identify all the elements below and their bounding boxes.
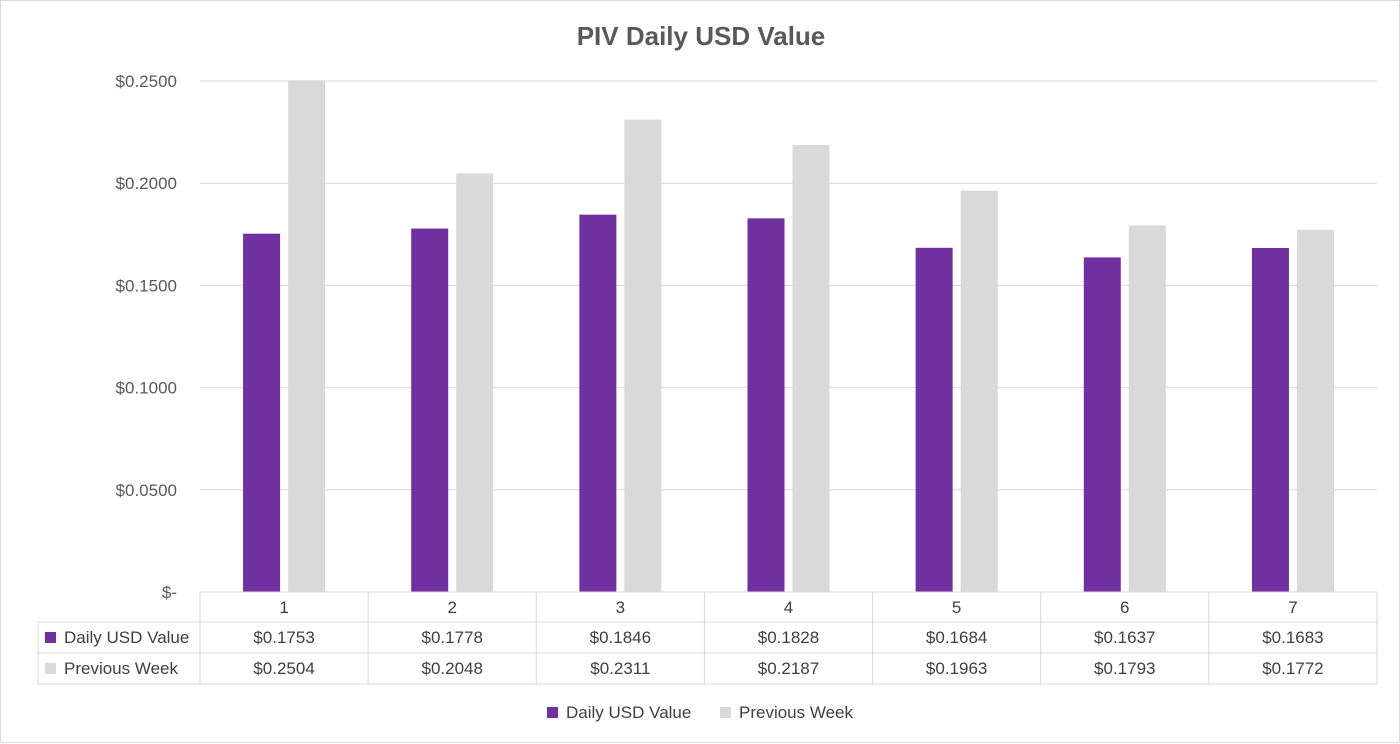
table-legend-key xyxy=(45,663,56,674)
bar-daily-usd-value xyxy=(243,233,281,592)
x-category-label: 4 xyxy=(784,598,793,617)
table-series-name: Daily USD Value xyxy=(64,628,189,647)
data-label: $0.2048 xyxy=(421,659,482,678)
bar-previous-week xyxy=(1128,225,1166,592)
data-table: 1 2 3 4 5 6 7 Daily USD Value $0.1753 $0.1778 $0.1… xyxy=(37,591,1378,685)
bar-daily-usd-value xyxy=(747,218,785,592)
data-label: $0.1684 xyxy=(926,628,987,647)
bar-previous-week xyxy=(792,144,830,592)
x-category-label: 3 xyxy=(616,598,625,617)
data-label: $0.1772 xyxy=(1262,659,1323,678)
legend-label: Previous Week xyxy=(739,703,854,722)
x-category-label: 5 xyxy=(952,598,961,617)
legend-label: Daily USD Value xyxy=(566,703,691,722)
y-tick-label: $- xyxy=(162,583,177,602)
bar-previous-week xyxy=(288,80,326,592)
data-label: $0.1683 xyxy=(1262,628,1323,647)
x-category-label: 6 xyxy=(1120,598,1129,617)
bars xyxy=(243,80,1334,593)
data-label: $0.2504 xyxy=(253,659,314,678)
bar-daily-usd-value xyxy=(1251,247,1289,592)
y-tick-label: $0.2500 xyxy=(116,72,177,91)
data-label: $0.1637 xyxy=(1094,628,1155,647)
bar-previous-week xyxy=(1296,229,1334,592)
y-tick-label: $0.1000 xyxy=(116,379,177,398)
legend: Daily USD Value Previous Week xyxy=(547,703,854,722)
data-label: $0.2187 xyxy=(758,659,819,678)
data-label: $0.1778 xyxy=(421,628,482,647)
x-category-label: 7 xyxy=(1288,598,1297,617)
bar-daily-usd-value xyxy=(579,214,617,592)
y-axis-ticks: $- $0.0500 $0.1000 $0.1500 $0.2000 $0.2500 xyxy=(116,72,177,602)
bar-daily-usd-value xyxy=(1083,257,1121,592)
data-label: $0.1963 xyxy=(926,659,987,678)
bar-daily-usd-value xyxy=(915,247,953,592)
bar-previous-week xyxy=(456,173,494,592)
gridlines xyxy=(200,80,1377,491)
data-label: $0.1846 xyxy=(590,628,651,647)
data-label: $0.2311 xyxy=(590,659,650,678)
y-tick-label: $0.2000 xyxy=(116,174,177,193)
legend-swatch xyxy=(547,707,558,718)
legend-swatch xyxy=(720,707,731,718)
bar-daily-usd-value xyxy=(411,228,449,593)
y-tick-label: $0.0500 xyxy=(116,481,177,500)
bar-previous-week xyxy=(960,190,998,592)
data-label: $0.1793 xyxy=(1094,659,1155,678)
data-label: $0.1828 xyxy=(758,628,819,647)
y-tick-label: $0.1500 xyxy=(116,276,177,295)
table-series-name: Previous Week xyxy=(64,659,179,678)
chart-title: PIV Daily USD Value xyxy=(577,21,826,51)
x-category-label: 2 xyxy=(447,598,456,617)
table-legend-key xyxy=(45,632,56,643)
x-category-label: 1 xyxy=(279,598,288,617)
data-label: $0.1753 xyxy=(253,628,314,647)
bar-previous-week xyxy=(624,119,662,593)
